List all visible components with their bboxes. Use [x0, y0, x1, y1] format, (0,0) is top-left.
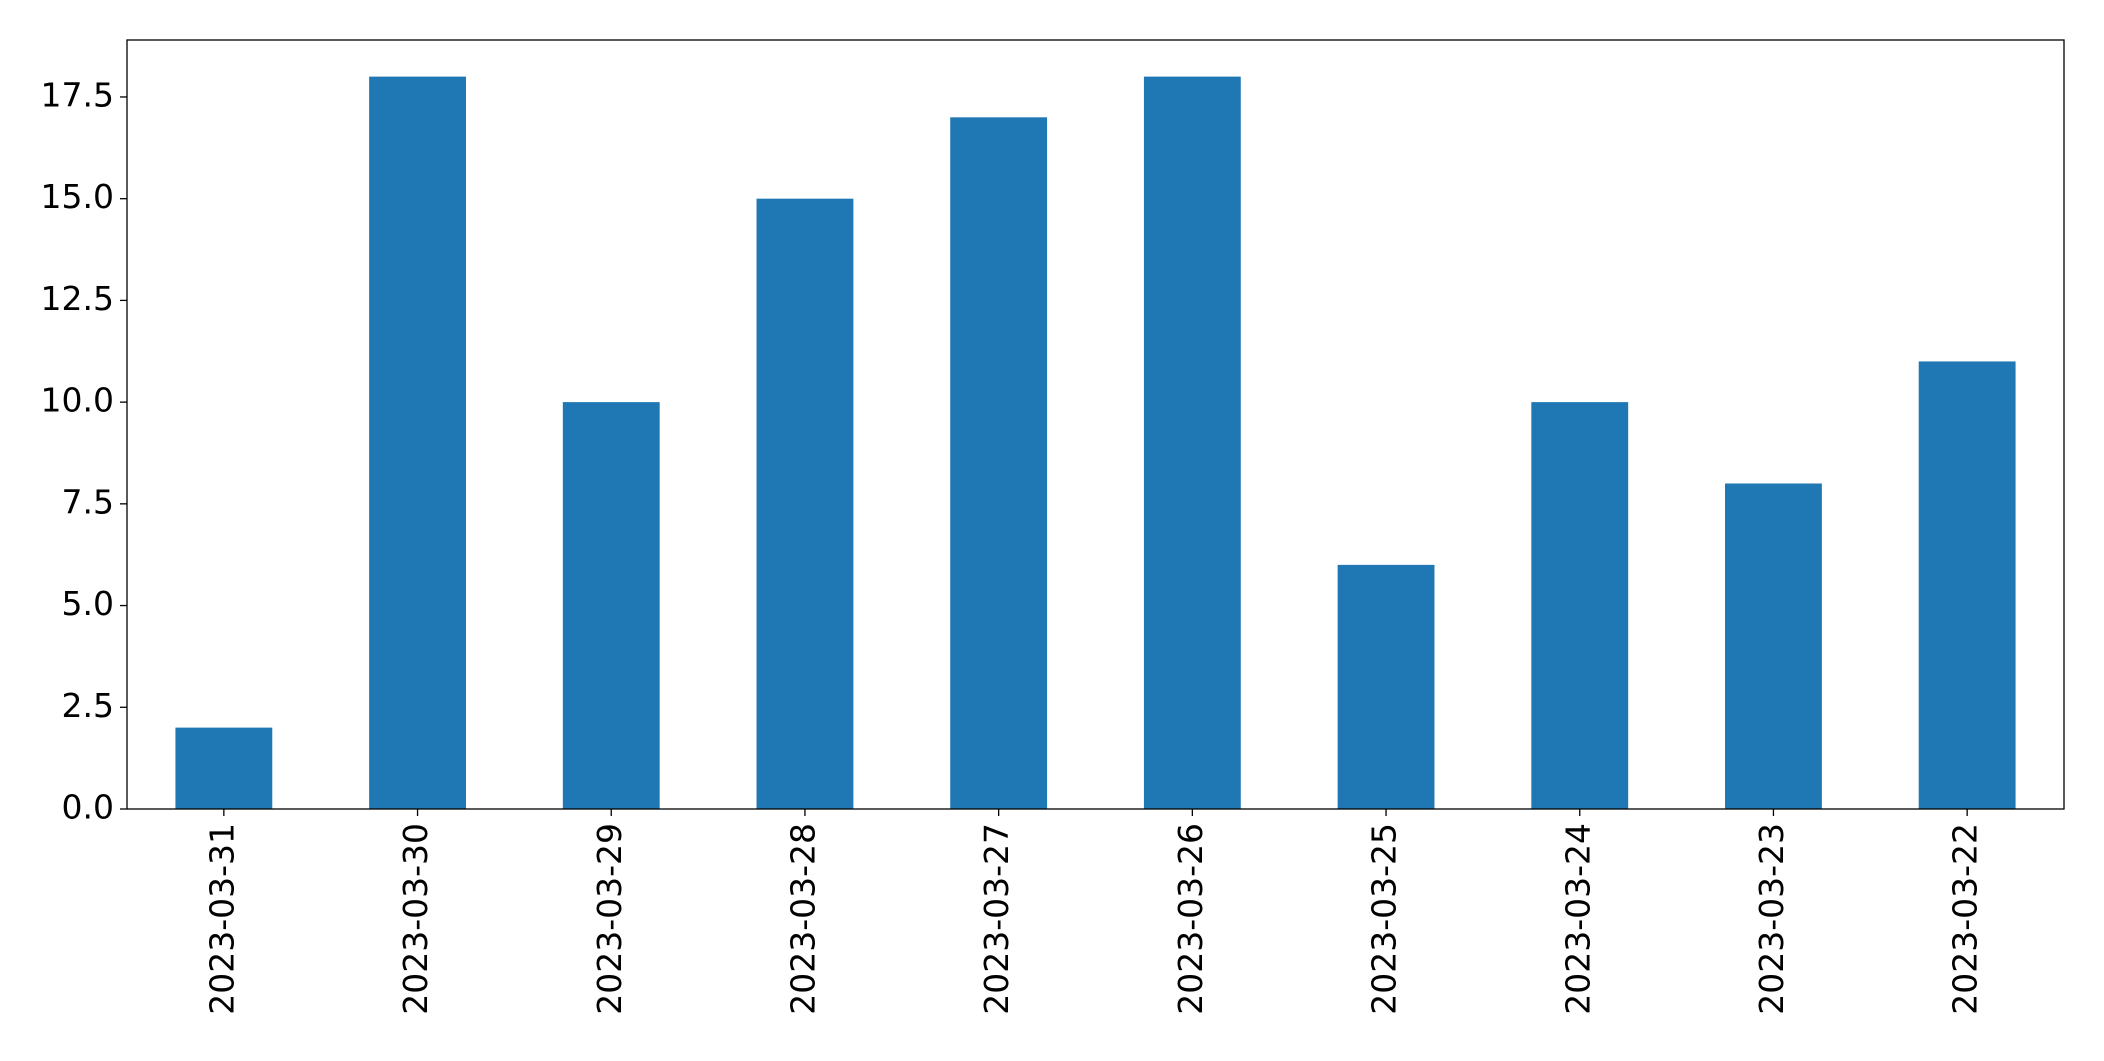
- bar: [1531, 402, 1629, 809]
- x-tick-label: 2023-03-29: [590, 823, 629, 1015]
- bar: [756, 198, 854, 809]
- y-tick-label: 17.5: [41, 75, 114, 114]
- bar: [950, 117, 1048, 809]
- y-tick-label: 10.0: [41, 381, 114, 420]
- y-tick-label: 12.5: [41, 279, 114, 318]
- y-tick-label: 0.0: [62, 788, 114, 827]
- y-tick-label: 5.0: [62, 584, 114, 623]
- x-tick-label: 2023-03-31: [202, 823, 241, 1015]
- bar: [562, 402, 660, 809]
- x-tick-label: 2023-03-28: [783, 823, 822, 1015]
- bar: [175, 727, 273, 809]
- bar: [1143, 76, 1241, 810]
- y-tick-label: 7.5: [62, 482, 114, 521]
- x-tick-label: 2023-03-27: [977, 823, 1016, 1015]
- plot-frame: [126, 39, 2065, 810]
- x-tick-label: 2023-03-24: [1558, 823, 1597, 1015]
- x-tick-label: 2023-03-30: [396, 823, 435, 1015]
- bar: [1918, 361, 2016, 809]
- y-tick-label: 2.5: [62, 686, 114, 725]
- x-tick-label: 2023-03-22: [1946, 823, 1985, 1015]
- bar: [1337, 564, 1435, 809]
- bar: [369, 76, 466, 810]
- bar: [1725, 483, 1822, 809]
- x-tick-label: 2023-03-26: [1171, 823, 1210, 1015]
- x-tick-label: 2023-03-23: [1752, 823, 1791, 1015]
- y-tick-label: 15.0: [41, 177, 114, 216]
- x-tick-label: 2023-03-25: [1365, 823, 1404, 1015]
